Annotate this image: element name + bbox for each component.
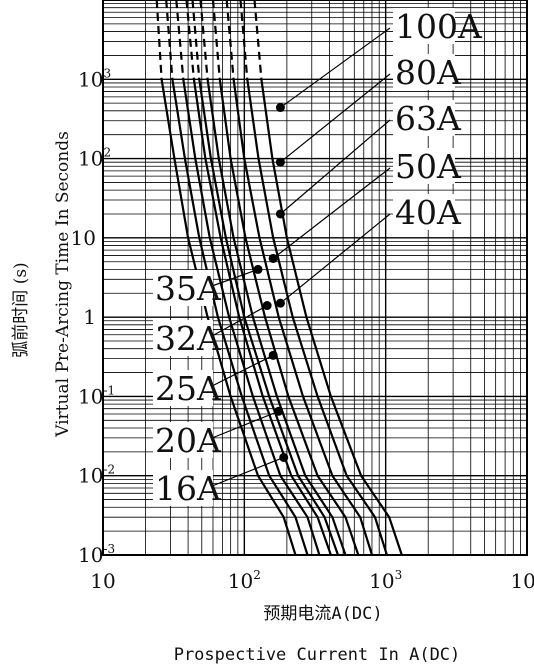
curve-40A	[206, 79, 347, 555]
y-axis-label-en: Virtual Pre-Arcing Time In Seconds	[53, 131, 73, 438]
dot-20A	[274, 406, 284, 416]
y-tick-label: 10	[71, 226, 96, 250]
label-bg	[153, 270, 213, 306]
leader-80A	[280, 73, 391, 163]
label-32A: 32A	[155, 319, 222, 358]
x-tick-label: 104	[510, 568, 534, 593]
leader-32A	[211, 305, 268, 337]
label-bg	[393, 100, 455, 136]
curve-35A-dashed	[191, 0, 201, 80]
curve-35A	[198, 79, 340, 555]
curve-25A-dashed	[175, 0, 185, 80]
y-tick-label: 102	[78, 146, 111, 171]
x-tick-label: 102	[228, 568, 261, 593]
dot-16A	[279, 452, 289, 462]
curve-16A-dashed	[155, 0, 163, 80]
rating-labels: 100A 80A 63A 50A 40A 35A 32A 25A 20A 16A	[153, 7, 483, 508]
label-100A: 100A	[395, 7, 483, 46]
leader-100A	[280, 27, 391, 109]
label-20A: 20A	[155, 421, 222, 460]
label-35A: 35A	[155, 269, 222, 308]
dot-80A	[275, 157, 285, 167]
x-tick-labels: 10 102 103 104	[90, 568, 534, 593]
y-axis-label-cn: 弧前时间 (s)	[11, 262, 31, 357]
curve-63A-dashed	[225, 0, 235, 80]
dot-40A	[275, 298, 285, 308]
x-axis-label-cn: 预期电流A(DC)	[263, 604, 382, 624]
y-tick-label: 10-3	[78, 542, 115, 567]
label-40A: 40A	[395, 193, 462, 232]
curve-80A	[246, 79, 388, 555]
label-bg	[393, 8, 455, 44]
leader-20A	[211, 410, 279, 439]
leader-25A	[211, 354, 274, 387]
curve-32A-dashed	[185, 0, 195, 80]
curve-16A	[160, 79, 297, 555]
leader-40A	[280, 213, 391, 304]
x-axis-label-en: Prospective Current In A(DC)	[174, 645, 461, 665]
dot-63A	[275, 209, 285, 219]
label-80A: 80A	[395, 53, 462, 92]
label-bg	[393, 148, 455, 184]
label-bg	[153, 470, 213, 506]
y-tick-labels: 10-3 10-2 10-1 1 10 102 103	[71, 66, 116, 567]
y-tick-label: 1	[83, 305, 96, 329]
y-tick-label: 10-1	[78, 383, 115, 408]
curve-100A	[260, 79, 403, 555]
leader-35A	[211, 268, 259, 287]
label-50A: 50A	[395, 147, 462, 186]
label-leaders	[211, 27, 391, 487]
dot-50A	[268, 253, 278, 263]
label-16A: 16A	[155, 469, 222, 508]
label-25A: 25A	[155, 369, 222, 408]
curve-20A	[171, 79, 309, 555]
leader-50A	[272, 167, 391, 259]
dot-35A	[253, 264, 263, 274]
curve-20A-dashed	[165, 0, 174, 80]
y-tick-label: 10-2	[78, 463, 115, 488]
y-tick-label: 103	[78, 66, 111, 91]
label-bg	[393, 54, 455, 90]
curve-80A-dashed	[239, 0, 249, 80]
curve-63A	[232, 79, 374, 555]
curve-40A-dashed	[199, 0, 209, 80]
label-bg	[393, 194, 455, 230]
curve-32A	[192, 79, 332, 555]
x-tick-label: 10	[90, 569, 115, 593]
curve-50A-dashed	[211, 0, 221, 80]
plot-frame	[102, 0, 528, 556]
leader-16A	[211, 456, 284, 487]
label-63A: 63A	[395, 99, 462, 138]
x-tick-label: 103	[369, 568, 402, 593]
leader-63A	[280, 119, 391, 215]
dot-32A	[262, 301, 272, 311]
dot-25A	[268, 350, 278, 360]
label-bg	[153, 422, 213, 458]
curve-25A	[182, 79, 321, 555]
curve-100A-dashed	[253, 0, 263, 80]
dot-100A	[275, 103, 285, 113]
label-dots	[253, 103, 289, 462]
label-bg	[153, 370, 213, 406]
label-bg	[153, 320, 213, 356]
